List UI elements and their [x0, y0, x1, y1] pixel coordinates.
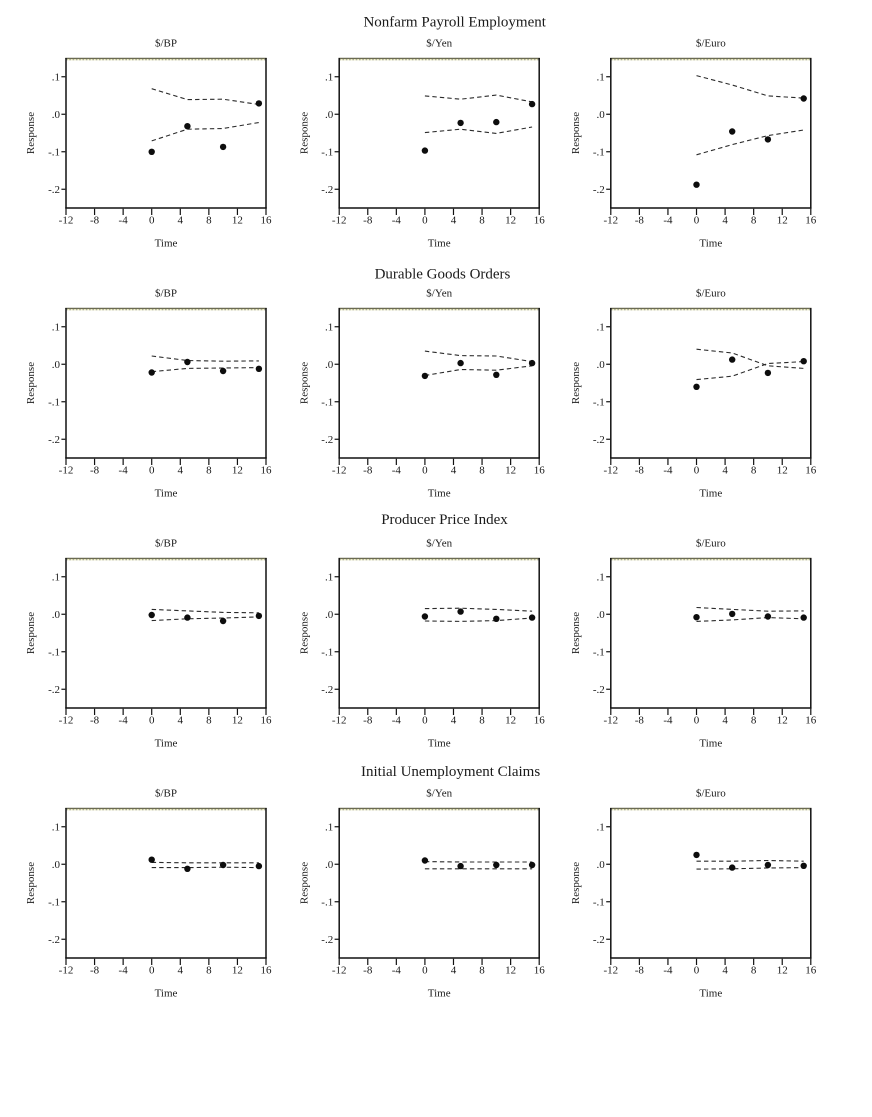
- svg-text:$/BP: $/BP: [155, 287, 177, 299]
- svg-text:Nonfarm Payroll Employment: Nonfarm Payroll Employment: [363, 15, 546, 31]
- svg-text:Producer Price Index: Producer Price Index: [381, 512, 508, 528]
- svg-text:$/Yen: $/Yen: [426, 787, 452, 799]
- svg-text:$/BP: $/BP: [155, 787, 177, 799]
- svg-text:$/Yen: $/Yen: [426, 37, 452, 49]
- svg-text:$/BP: $/BP: [155, 537, 177, 549]
- svg-text:$/Euro: $/Euro: [696, 787, 726, 799]
- svg-text:$/Euro: $/Euro: [696, 537, 726, 549]
- svg-text:Initial Unemployment Claims: Initial Unemployment Claims: [361, 764, 540, 780]
- svg-text:$/Yen: $/Yen: [426, 287, 452, 299]
- svg-text:$/Euro: $/Euro: [696, 287, 726, 299]
- svg-text:$/Euro: $/Euro: [696, 37, 726, 49]
- svg-text:$/BP: $/BP: [155, 37, 177, 49]
- svg-text:$/Yen: $/Yen: [426, 537, 452, 549]
- svg-text:Durable Goods Orders: Durable Goods Orders: [375, 267, 511, 283]
